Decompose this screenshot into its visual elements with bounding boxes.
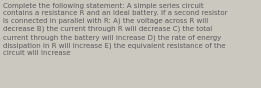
Text: Complete the following statement: A simple series circuit
contains a resistance : Complete the following statement: A simp… xyxy=(3,3,228,56)
